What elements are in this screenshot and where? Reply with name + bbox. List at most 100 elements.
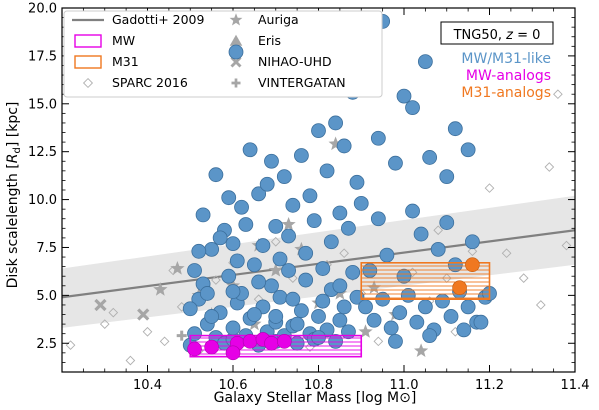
analogs-layer — [187, 257, 480, 361]
y-tick-label: 5.0 — [36, 289, 57, 304]
mw-analog-point — [204, 339, 219, 355]
auriga-point — [328, 136, 343, 151]
legend-box — [63, 10, 383, 98]
tng50-point — [182, 301, 198, 317]
legend-swatch-auriga — [229, 13, 243, 26]
tng50-point — [332, 312, 348, 328]
legend-swatch-nihao-uhd — [230, 56, 242, 68]
tng50-point — [293, 303, 309, 319]
tng50-point — [199, 286, 215, 301]
tng50-point — [413, 226, 429, 242]
tng50-point — [422, 328, 438, 344]
tng50-point — [242, 142, 258, 158]
legend-swatch-tng50 — [228, 44, 244, 60]
auriga-point — [414, 343, 429, 357]
tng50-point — [430, 241, 446, 257]
tng50-point — [255, 238, 271, 253]
tng50-point — [439, 215, 455, 230]
legend: Gadotti+ 2009 MW M31 SPARC 2016 Auriga Eris N… — [63, 10, 383, 98]
group-label-mw-m31-like: MW/M31-like — [461, 51, 551, 67]
tng50-point — [264, 278, 279, 294]
sparc-point — [553, 89, 563, 100]
tng50-point — [319, 163, 335, 179]
tng50-point — [473, 314, 489, 330]
tng50-point — [268, 309, 284, 324]
sparc-point — [211, 275, 221, 285]
sparc-point — [270, 236, 281, 247]
x-tick-label: 10.8 — [304, 378, 333, 393]
simulation-label-frame — [440, 21, 554, 45]
tng50-point — [298, 272, 314, 288]
sparc-point — [518, 273, 529, 283]
sparc-point — [373, 336, 384, 347]
tng50-point — [358, 299, 373, 315]
mw-analog-point — [225, 345, 241, 361]
legend-swatch-eris — [229, 34, 243, 46]
tng50-point — [366, 312, 382, 328]
tng50-point — [388, 333, 403, 349]
auriga-point — [358, 324, 373, 338]
legend-label-nihao-uhd: NIHAO-UHD — [258, 54, 332, 69]
tng50-point — [221, 190, 237, 206]
tng50-point — [246, 307, 262, 322]
tng50-point — [285, 291, 301, 307]
tng50-point — [251, 274, 267, 290]
tng50-point — [379, 247, 395, 263]
group-label-m31-analogs: M31-analogs — [461, 85, 551, 101]
legend-swatch-sparc-2016 — [82, 77, 94, 89]
sparc-point — [65, 340, 76, 351]
simulation-label: TNG50, z = 0 — [453, 28, 541, 43]
tng50-point — [439, 169, 455, 184]
tng50-point — [447, 121, 463, 137]
tng50-point — [191, 243, 207, 259]
legend-swatch-mw — [74, 34, 102, 48]
sparc-point — [535, 300, 546, 310]
tng50-point — [285, 197, 301, 213]
tng50-point — [268, 218, 284, 234]
mw-analog-point — [242, 334, 258, 349]
vintergatan-point — [176, 330, 187, 341]
m31-analog-point — [465, 257, 480, 273]
tng50-point — [460, 299, 476, 315]
tng50-point — [405, 203, 420, 219]
tng50-point — [341, 220, 356, 236]
tng50-point — [264, 153, 279, 169]
mw-analog-point — [264, 335, 279, 351]
legend-label-gadotti-2009: Gadotti+ 2009 — [112, 12, 205, 27]
sparc-point — [501, 248, 512, 259]
sparc-point — [142, 326, 153, 337]
tng50-point — [323, 234, 339, 250]
tng50-point — [225, 284, 241, 299]
tng50-point — [409, 314, 425, 330]
tng50-point — [272, 289, 288, 305]
y-tick-label: 10.0 — [28, 193, 57, 208]
nihao-point — [94, 298, 107, 312]
sparc-point — [159, 336, 170, 347]
tng50-point — [464, 234, 480, 250]
tng50-point — [311, 123, 326, 139]
tng50-point — [417, 54, 433, 70]
sparc-point — [561, 240, 572, 251]
legend-column-2: Auriga Eris NIHAO-UHD VINTERGATAN — [228, 12, 346, 90]
tng50-point — [306, 213, 322, 229]
mw-analog-point — [187, 341, 202, 357]
tng50-point — [289, 316, 305, 332]
sparc-point — [108, 307, 119, 318]
x-tick-label: 10.6 — [219, 378, 248, 393]
tng50-point — [259, 176, 275, 192]
tng50-point — [345, 264, 361, 280]
tng50-point — [392, 305, 408, 321]
tng50-point — [315, 293, 331, 309]
sparc-point — [484, 183, 495, 193]
tng50-point — [311, 309, 326, 324]
tng50-point — [388, 155, 403, 171]
tng50-point — [396, 88, 412, 104]
tng50-point — [204, 241, 220, 257]
tng50-point — [221, 268, 237, 284]
tng50-point — [332, 205, 348, 221]
tng50-point — [229, 253, 245, 269]
tng50-point — [281, 263, 296, 278]
x-tick-label: 11.0 — [390, 378, 419, 393]
